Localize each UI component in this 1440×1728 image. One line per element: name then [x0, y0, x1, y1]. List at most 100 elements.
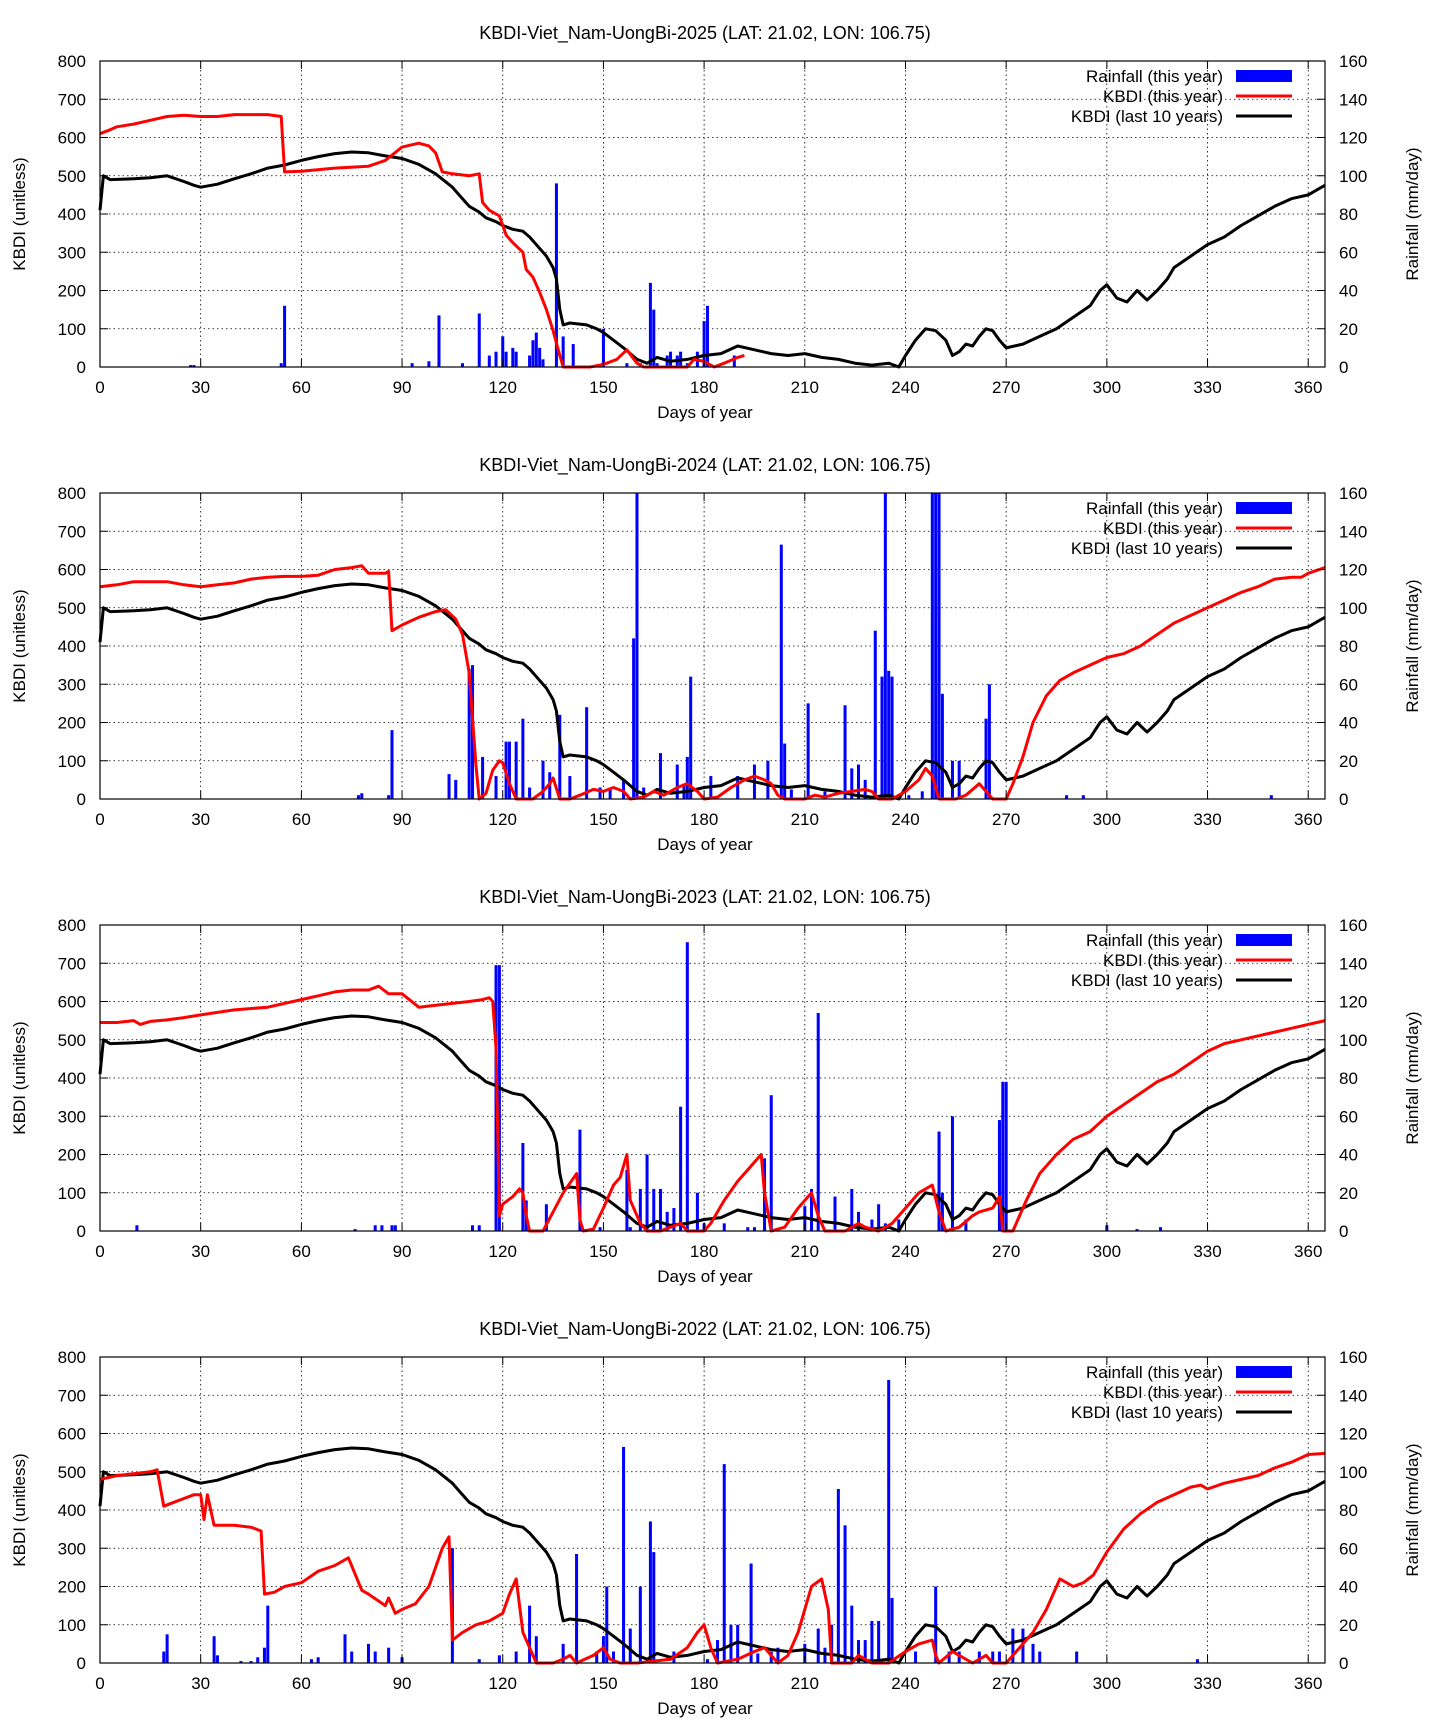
y-axis-right-label: Rainfall (mm/day)	[1403, 579, 1422, 712]
rainfall-bar	[192, 365, 196, 367]
rainfall-bar	[189, 365, 193, 367]
y-right-tick-label: 40	[1339, 714, 1358, 733]
rainfall-bar	[934, 493, 938, 799]
rainfall-bar	[669, 351, 673, 367]
x-tick-label: 150	[589, 1674, 617, 1693]
rainfall-bar	[467, 668, 471, 799]
rainfall-bar	[957, 760, 961, 799]
y-right-tick-label: 120	[1339, 561, 1367, 580]
y-axis-left-label: KBDI (unitless)	[10, 1021, 29, 1134]
y-axis-right-label: Rainfall (mm/day)	[1403, 147, 1422, 280]
rainfall-bar	[390, 730, 394, 799]
rainfall-bar	[638, 1188, 642, 1231]
x-tick-label: 120	[489, 1674, 517, 1693]
rainfall-bar	[534, 1636, 538, 1663]
rainfall-bar	[870, 1219, 874, 1231]
rainfall-bar	[722, 1223, 726, 1231]
x-tick-label: 90	[393, 810, 412, 829]
y-left-tick-label: 600	[58, 993, 86, 1012]
rainfall-bar	[239, 1661, 243, 1663]
rainfall-bar	[880, 676, 884, 799]
y-left-tick-label: 0	[77, 790, 86, 809]
rainfall-bar	[843, 705, 847, 799]
kbdi-last-10-years-line	[98, 1014, 1326, 1233]
rainfall-bar	[249, 1661, 253, 1663]
x-tick-label: 150	[589, 810, 617, 829]
y-right-tick-label: 20	[1339, 320, 1358, 339]
x-tick-label: 60	[292, 1242, 311, 1261]
rainfall-bar	[212, 1636, 216, 1663]
rainfall-bar	[611, 1651, 616, 1663]
rainfall-bar	[937, 493, 941, 799]
rainfall-bar	[558, 714, 562, 799]
rainfall-bar	[309, 1659, 313, 1663]
x-tick-label: 0	[95, 1242, 104, 1261]
rainfall-bar	[870, 1620, 874, 1663]
kbdi-chart-3: KBDI-Viet_Nam-UongBi-2022 (LAT: 21.02, L…	[10, 1319, 1422, 1718]
legend-label-rainfall: Rainfall (this year)	[1086, 67, 1223, 86]
legend-label-kbdi-last-10-years: KBDI (last 10 years)	[1071, 1403, 1223, 1422]
rainfall-bar	[585, 707, 589, 799]
x-tick-label: 240	[891, 378, 919, 397]
rainfall-bar	[843, 1525, 847, 1663]
x-tick-label: 30	[191, 378, 210, 397]
y-left-tick-label: 400	[58, 637, 86, 656]
rainfall-bar	[716, 1640, 720, 1663]
x-tick-label: 30	[191, 1242, 210, 1261]
rainfall-bar	[705, 305, 709, 367]
rainfall-bar	[628, 1227, 632, 1231]
rainfall-bar	[387, 795, 391, 799]
tick-marks	[99, 60, 1325, 368]
y-right-tick-label: 160	[1339, 916, 1367, 935]
y-right-tick-label: 20	[1339, 1616, 1358, 1635]
x-tick-label: 150	[589, 1242, 617, 1261]
rainfall-bar	[722, 1464, 726, 1663]
y-right-tick-label: 80	[1339, 205, 1358, 224]
rainfall-bar	[655, 363, 659, 367]
rainfall-bar	[856, 1211, 861, 1231]
rainfall-bar	[752, 1227, 756, 1231]
y-left-tick-label: 600	[58, 1425, 86, 1444]
rainfall-bar	[789, 789, 793, 799]
rainfall-bar	[538, 347, 542, 367]
y-left-tick-label: 100	[58, 752, 86, 771]
x-tick-label: 270	[992, 1242, 1020, 1261]
rainfall-bar	[575, 1553, 579, 1663]
y-right-tick-label: 100	[1339, 1031, 1367, 1050]
y-right-tick-label: 100	[1339, 599, 1367, 618]
rainfall-bar	[215, 1655, 219, 1663]
rainfall-bar	[1065, 795, 1069, 799]
rainfall-bar	[514, 741, 518, 799]
rainfall-bar	[528, 1605, 532, 1663]
y-axis-right-label: Rainfall (mm/day)	[1403, 1011, 1422, 1144]
rainfall-bar	[571, 344, 575, 367]
x-tick-label: 270	[992, 810, 1020, 829]
y-right-tick-label: 100	[1339, 1463, 1367, 1482]
y-right-tick-label: 20	[1339, 752, 1358, 771]
rainfall-bar	[672, 1208, 676, 1231]
y-right-tick-label: 60	[1339, 1107, 1358, 1126]
rainfall-bar	[652, 1188, 656, 1231]
x-tick-label: 300	[1093, 1242, 1121, 1261]
rainfall-bar	[907, 795, 911, 799]
x-tick-label: 150	[589, 378, 617, 397]
rainfall-bar	[856, 1640, 861, 1663]
rainfall-bars	[356, 493, 1273, 799]
legend-label-rainfall: Rainfall (this year)	[1086, 499, 1223, 518]
rainfall-bar	[937, 1131, 941, 1231]
rainfall-bar	[695, 1192, 699, 1231]
rainfall-bar	[605, 1586, 609, 1663]
grid-lines	[100, 925, 1325, 1231]
rainfall-bar	[514, 1651, 518, 1663]
legend-label-rainfall: Rainfall (this year)	[1086, 931, 1223, 950]
rainfall-bar	[487, 355, 491, 367]
rainfall-bar	[964, 1219, 968, 1231]
rainfall-bar	[544, 1204, 548, 1231]
rainfall-bar	[454, 779, 458, 799]
y-right-tick-label: 80	[1339, 637, 1358, 656]
rainfall-bar	[477, 1225, 481, 1231]
rainfall-bar	[890, 676, 894, 799]
rainfall-bar	[997, 1120, 1001, 1231]
x-tick-label: 60	[292, 378, 311, 397]
rainfall-bar	[702, 321, 706, 367]
